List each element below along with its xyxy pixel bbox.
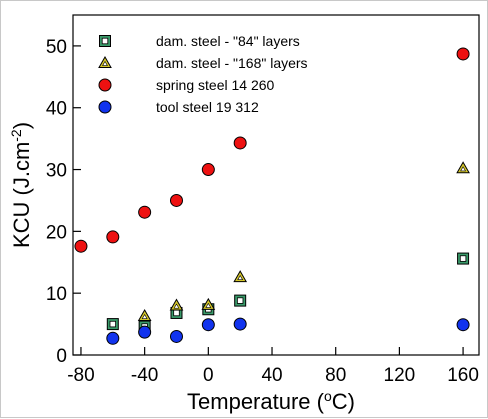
y-tick-label: 10 xyxy=(46,284,67,305)
y-axis-title-sup: -2 xyxy=(8,129,24,142)
x-tick-label: 120 xyxy=(384,365,416,386)
data-point xyxy=(233,136,247,150)
x-tick-label: 160 xyxy=(447,365,479,386)
data-point xyxy=(457,252,470,265)
data-point xyxy=(201,297,216,310)
data-point xyxy=(74,239,88,253)
x-axis-title-pre: Temperature ( xyxy=(187,389,325,414)
y-axis-title-pre: KCU (J.cm xyxy=(9,142,34,248)
legend-marker xyxy=(98,55,112,68)
data-point-inner xyxy=(459,255,467,262)
data-point xyxy=(138,325,152,339)
data-point-inner xyxy=(173,309,180,317)
data-point xyxy=(138,205,152,219)
legend-marker-inner xyxy=(101,37,109,45)
y-tick-label: 30 xyxy=(46,161,67,182)
legend-label: dam. steel - "168" layers xyxy=(156,55,308,71)
data-point xyxy=(456,318,470,332)
data-point-inner xyxy=(205,302,212,308)
legend-marker xyxy=(98,100,112,114)
data-point xyxy=(169,329,183,343)
data-point-inner xyxy=(141,313,148,319)
data-point-inner xyxy=(109,320,117,328)
axis-ticks: -80 -40 0 40 80 120 160 0 10 20 30 40 50 xyxy=(46,37,479,386)
data-point xyxy=(106,230,120,244)
y-axis-title-post: ) xyxy=(9,122,34,129)
data-point xyxy=(234,294,247,307)
x-tick-label: -80 xyxy=(67,365,94,386)
data-points xyxy=(74,47,470,345)
x-axis-title-post: C) xyxy=(332,389,355,414)
legend-label: tool steel 19 312 xyxy=(156,99,259,115)
y-tick-label: 20 xyxy=(46,222,67,243)
series-1 xyxy=(137,161,470,322)
data-point-inner xyxy=(237,275,244,281)
data-point xyxy=(169,193,183,207)
data-point xyxy=(106,331,120,345)
x-axis-title-sup: o xyxy=(324,388,332,404)
y-tick-label: 40 xyxy=(46,99,67,120)
data-point xyxy=(456,47,470,61)
data-point-inner xyxy=(173,303,180,309)
legend: dam. steel - "84" layers dam. steel - "16… xyxy=(98,33,308,115)
legend-marker-inner xyxy=(102,60,108,66)
data-point xyxy=(201,318,215,332)
data-point xyxy=(106,318,119,331)
x-tick-label: 0 xyxy=(203,365,214,386)
data-point-inner xyxy=(460,166,467,172)
series-3 xyxy=(106,317,470,345)
x-tick-label: 80 xyxy=(325,365,346,386)
data-point xyxy=(201,163,215,177)
legend-label: spring steel 14 260 xyxy=(156,77,275,93)
data-point xyxy=(233,317,247,331)
y-tick-label: 50 xyxy=(46,37,67,58)
x-tick-label: -40 xyxy=(131,365,158,386)
legend-marker xyxy=(99,35,111,47)
x-tick-label: 40 xyxy=(261,365,282,386)
data-point xyxy=(456,161,470,174)
data-point xyxy=(233,270,248,283)
series-2 xyxy=(74,47,470,253)
data-point xyxy=(169,298,184,311)
y-axis-title: KCU (J.cm-2) xyxy=(8,122,34,248)
data-point-inner xyxy=(236,297,244,304)
x-axis-title: Temperature (oC) xyxy=(187,388,355,414)
plot-area xyxy=(72,14,480,356)
data-point xyxy=(137,309,152,322)
legend-marker xyxy=(98,78,112,92)
legend-label: dam. steel - "84" layers xyxy=(156,33,300,49)
y-tick-label: 0 xyxy=(56,346,67,367)
